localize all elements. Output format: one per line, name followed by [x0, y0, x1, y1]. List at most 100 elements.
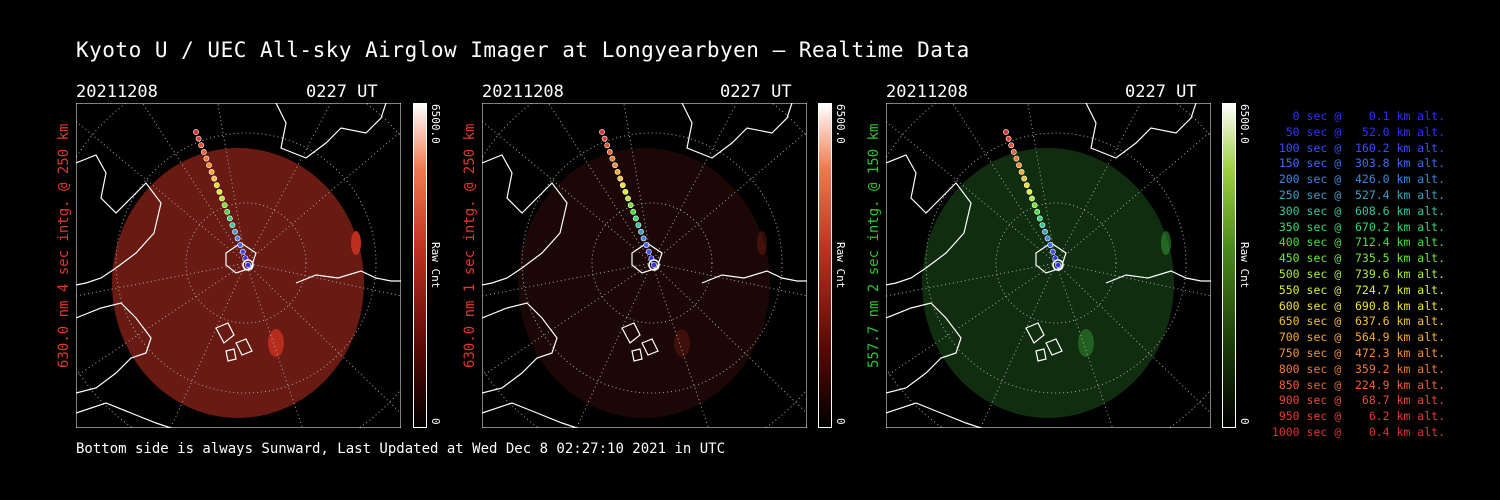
- trajectory-point: [229, 222, 236, 228]
- trajectory-point: [224, 208, 231, 215]
- trajectory-point: [1029, 195, 1035, 202]
- trajectory-point: [612, 162, 618, 169]
- trajectory-point: [1026, 188, 1033, 195]
- legend-row: 0 sec @ 0.1 km alt.: [1271, 109, 1445, 123]
- trajectory-point: [1016, 162, 1022, 169]
- coastline: [621, 322, 641, 344]
- trajectory-point: [1055, 262, 1061, 268]
- panel-1-colorbar-unit: Raw Cnt: [429, 242, 442, 289]
- panel-3-colorbar: [1222, 103, 1236, 428]
- longitude-grid: [547, 103, 653, 264]
- coastline: [482, 302, 558, 394]
- longitude-grid: [1055, 130, 1211, 264]
- trajectory-point: [1005, 135, 1012, 142]
- panel-3-colorbar-max: 6500.0: [1238, 104, 1251, 144]
- panel-3-image: [886, 103, 1211, 428]
- panel-2-ylabel: 630.0 nm 1 sec intg. @ 250 km: [462, 123, 478, 368]
- longitude-grid: [886, 262, 1057, 377]
- trajectory-point: [601, 135, 608, 142]
- trajectory-point: [606, 149, 613, 155]
- coastline: [886, 302, 962, 394]
- panel-1-colorbar: [413, 103, 427, 428]
- coastline: [681, 103, 793, 159]
- longitude-grid: [886, 262, 1057, 297]
- panel-1-time: 0227 UT: [306, 82, 378, 102]
- legend-row: 450 sec @ 735.5 km alt.: [1271, 251, 1445, 266]
- panel-2-time: 0227 UT: [720, 82, 792, 102]
- trajectory-point: [1023, 182, 1030, 189]
- trajectory-point: [219, 195, 225, 202]
- panel-1-colorbar-min: 0: [429, 418, 442, 425]
- trajectory-point: [1010, 149, 1017, 155]
- trajectory-point: [195, 135, 202, 142]
- coastline: [76, 402, 172, 428]
- trajectory-point: [245, 262, 251, 268]
- coastline: [886, 154, 972, 286]
- legend-row: 500 sec @ 739.6 km alt.: [1271, 266, 1445, 281]
- trajectory-point: [1047, 242, 1054, 248]
- panel-3-time: 0227 UT: [1125, 82, 1197, 102]
- trajectory-point: [208, 169, 215, 175]
- longitude-grid: [245, 262, 401, 297]
- airglow-disc: [112, 148, 364, 418]
- longitude-grid: [951, 103, 1057, 264]
- longitude-grid: [217, 103, 247, 264]
- airglow-disc: [518, 148, 770, 418]
- latitude-grid: [115, 132, 377, 394]
- panel-2-colorbar-max: 6500.0: [834, 104, 847, 144]
- legend-row: 550 sec @ 724.7 km alt.: [1271, 282, 1445, 297]
- latitude-grid: [185, 202, 307, 324]
- trajectory-point: [200, 149, 207, 155]
- coastline: [1025, 322, 1045, 344]
- legend-row: 900 sec @ 68.7 km alt.: [1271, 393, 1445, 408]
- legend-row: 950 sec @ 6.2 km alt.: [1271, 409, 1445, 424]
- trajectory-point: [203, 155, 210, 162]
- panel-3-colorbar-unit: Raw Cnt: [1238, 242, 1251, 289]
- trajectory-point: [1003, 129, 1009, 135]
- trajectory-point: [232, 228, 238, 235]
- legend-row: 850 sec @ 224.9 km alt.: [1271, 377, 1445, 392]
- trajectory-point: [1008, 142, 1015, 149]
- trajectory-point: [237, 242, 244, 248]
- coastline: [76, 154, 162, 286]
- legend-row: 700 sec @ 564.9 km alt.: [1271, 330, 1445, 345]
- coastline: [215, 322, 235, 344]
- legend-row: 50 sec @ 52.0 km alt.: [1271, 124, 1445, 139]
- coastline: [482, 402, 578, 428]
- longitude-grid: [482, 262, 653, 297]
- aurora-patch: [757, 231, 767, 255]
- trajectory-point: [604, 142, 611, 149]
- trajectory-point: [234, 235, 241, 242]
- trajectory-point: [630, 208, 637, 215]
- coastline: [1085, 103, 1197, 159]
- panel-1-colorbar-max: 6500.0: [429, 104, 442, 144]
- station-marker: [1052, 259, 1064, 271]
- trajectory-point: [221, 202, 228, 209]
- trajectory-point: [614, 169, 621, 175]
- panel-2-colorbar-min: 0: [834, 418, 847, 425]
- aurora-patch: [268, 329, 284, 357]
- trajectory-point: [211, 175, 218, 182]
- trajectory-point: [193, 129, 199, 135]
- panel-2-colorbar: [818, 103, 832, 428]
- trajectory-point: [1018, 169, 1025, 175]
- aurora-patch: [1161, 231, 1171, 255]
- longitude-grid: [245, 103, 332, 264]
- trajectory-point: [609, 155, 616, 162]
- coastline: [1045, 338, 1063, 356]
- longitude-grid: [576, 262, 653, 428]
- legend-row: 750 sec @ 472.3 km alt.: [1271, 345, 1445, 360]
- aurora-patch: [1078, 329, 1094, 357]
- trajectory-point: [1021, 175, 1028, 182]
- airglow-disc: [922, 148, 1174, 418]
- legend-row: 600 sec @ 690.8 km alt.: [1271, 298, 1445, 313]
- legend-row: 100 sec @ 160.2 km alt.: [1271, 140, 1445, 155]
- coastline: [631, 348, 643, 362]
- trajectory-point: [627, 202, 634, 209]
- aurora-patch: [674, 329, 690, 357]
- trajectory-point: [1036, 215, 1043, 222]
- panel-1-image: [76, 103, 401, 428]
- trajectory-point: [645, 248, 652, 255]
- longitude-grid: [651, 130, 807, 264]
- trajectory-point: [239, 248, 246, 255]
